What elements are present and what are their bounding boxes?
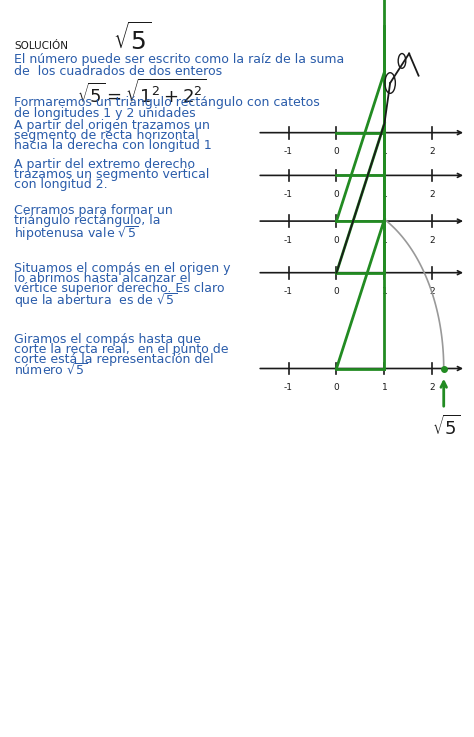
Text: Formaremos un triángulo rectángulo con catetos: Formaremos un triángulo rectángulo con c…: [14, 96, 320, 109]
Text: $\sqrt{5}$: $\sqrt{5}$: [432, 415, 460, 439]
Text: de  los cuadrados de dos enteros: de los cuadrados de dos enteros: [14, 65, 222, 78]
Text: 0: 0: [334, 236, 339, 245]
Text: triángulo rectángulo, la: triángulo rectángulo, la: [14, 214, 161, 227]
Text: $\sqrt{5} = \sqrt{1^2 + 2^2}$: $\sqrt{5} = \sqrt{1^2 + 2^2}$: [77, 79, 207, 107]
Text: 2: 2: [429, 190, 435, 199]
Text: 2: 2: [429, 287, 435, 296]
Text: 1: 1: [382, 383, 387, 392]
Text: Situamos el compás en el origen y: Situamos el compás en el origen y: [14, 262, 231, 275]
Text: -1: -1: [284, 383, 293, 392]
Text: 1: 1: [382, 190, 387, 199]
Text: trazamos un segmento vertical: trazamos un segmento vertical: [14, 169, 210, 181]
Text: -1: -1: [284, 236, 293, 245]
Text: vértice superior derecho. Es claro: vértice superior derecho. Es claro: [14, 282, 225, 295]
Text: 0: 0: [334, 147, 339, 156]
Text: corte la recta real,  en el punto de: corte la recta real, en el punto de: [14, 343, 229, 356]
Text: 2: 2: [429, 147, 435, 156]
Text: hipotenusa vale $\sqrt{5}$: hipotenusa vale $\sqrt{5}$: [14, 224, 139, 242]
Text: lo abrimos hasta alcanzar el: lo abrimos hasta alcanzar el: [14, 271, 191, 284]
Text: Giramos el compás hasta que: Giramos el compás hasta que: [14, 333, 201, 346]
Text: segmento de recta horizontal: segmento de recta horizontal: [14, 130, 199, 142]
Text: A partir del origen trazamos un: A partir del origen trazamos un: [14, 119, 210, 133]
Text: $\sqrt{5}$: $\sqrt{5}$: [113, 22, 152, 55]
Text: 1: 1: [382, 147, 387, 156]
Text: 0: 0: [334, 383, 339, 392]
Text: 1: 1: [382, 287, 387, 296]
Text: -1: -1: [284, 287, 293, 296]
Text: que la abertura  es de $\sqrt{5}$: que la abertura es de $\sqrt{5}$: [14, 292, 178, 310]
Text: 2: 2: [429, 236, 435, 245]
Text: 0: 0: [334, 287, 339, 296]
Text: 2: 2: [429, 383, 435, 392]
Text: -1: -1: [284, 190, 293, 199]
Text: número $\sqrt{5}$: número $\sqrt{5}$: [14, 363, 88, 378]
Text: El número puede ser escrito como la raíz de la suma: El número puede ser escrito como la raíz…: [14, 53, 345, 66]
Text: de longitudes 1 y 2 unidades: de longitudes 1 y 2 unidades: [14, 107, 196, 120]
Text: A partir del extremo derecho: A partir del extremo derecho: [14, 158, 195, 172]
Text: con longitud 2.: con longitud 2.: [14, 178, 108, 192]
Text: corte está la representación del: corte está la representación del: [14, 353, 214, 366]
Text: Cerramos para formar un: Cerramos para formar un: [14, 204, 173, 217]
Text: SOLUCIÓN: SOLUCIÓN: [14, 41, 68, 51]
Text: hacia la derecha con longitud 1: hacia la derecha con longitud 1: [14, 139, 212, 153]
Text: -1: -1: [284, 147, 293, 156]
Text: 0: 0: [334, 190, 339, 199]
Text: 1: 1: [382, 236, 387, 245]
